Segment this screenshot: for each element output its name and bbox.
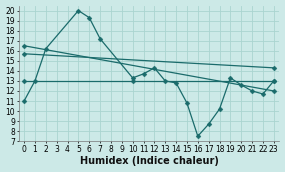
X-axis label: Humidex (Indice chaleur): Humidex (Indice chaleur)	[80, 157, 218, 166]
